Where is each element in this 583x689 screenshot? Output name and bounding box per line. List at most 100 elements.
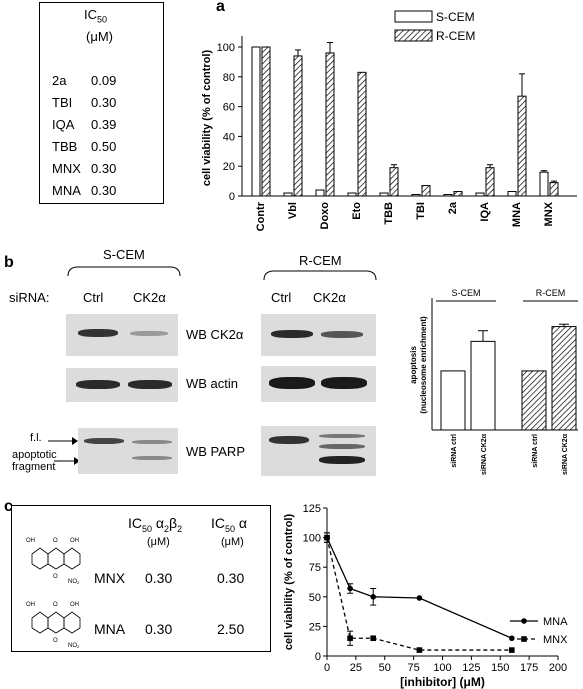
y-tick-label: 40 [223,131,235,143]
x-tick-label: 200 [549,662,567,674]
y-tick-label: 25 [309,621,321,633]
svg-text:O: O [53,538,58,544]
point-mna [509,635,515,642]
wb-ck2-label: WB CK2α [186,327,244,342]
ic50-row-value: 0.09 [91,73,117,88]
group-label: R-CEM [536,288,566,298]
fl-label: f.l. [30,432,42,444]
group-label: S-CEM [452,288,481,298]
bar-r-cem [421,185,431,197]
apoptotic-arrow [54,457,80,465]
bar-r-cem [549,182,559,197]
bar-r-cem [453,191,463,197]
legend-label: S-CEM [436,10,475,24]
bar-s-cem [411,194,421,197]
legend-label: R-CEM [436,29,475,43]
ic50-row-name: IQA [52,117,75,132]
bar-s-cem [347,192,357,197]
point-mna [416,595,423,601]
x-tick-label: siRNA ctrl [451,434,458,468]
bar-r-cem [293,55,303,197]
x-tick-label: 0 [324,662,330,674]
legend-marker [521,618,527,624]
ic50-row-name: MNX [52,161,81,176]
x-tick-label: 50 [379,662,391,674]
bar-s-cem [283,192,293,197]
row-mnx-v1: 0.30 [145,570,173,586]
ic50-row-name: 2a [52,73,67,88]
legend-label: MNA [543,616,568,628]
ic50-table-c: IC50 α2β2 (μM) IC50 α (μM) MNX 0.30 0.30… [11,505,271,652]
bar-r-cem [261,46,271,197]
svg-text:NO2: NO2 [68,643,80,649]
ic50-table-a: IC50 (μM) 2a 0.09 TBI 0.30 IQA 0.39 TBB 0.50 MNX… [39,2,164,204]
x-tick-label: MNX [543,201,555,226]
x-tick-label: TBI [415,202,427,220]
lane-ck2-s: CK2α [133,290,166,305]
legend-marker [521,636,527,642]
row-mna-v1: 0.30 [145,621,173,637]
point-mnx [509,647,515,653]
legend-swatch-s-cem [394,10,433,23]
x-tick-label: TBB [383,202,395,225]
panel-a-label: a [216,0,225,15]
y-tick-label: 0 [229,191,235,203]
x-tick-label: 25 [350,662,362,674]
bar-r-cem [485,167,495,197]
bar-s-cem [315,189,325,197]
r-cem-bracket [263,270,377,281]
y-tick-label: 50 [309,592,321,604]
y-tick-label: 100 [217,42,235,54]
bar-s-cem [443,194,453,197]
point-mnx [370,635,376,642]
x-tick-label: 75 [408,662,420,674]
blot-ck2-r [261,314,376,356]
x-tick-label: 2a [447,201,459,214]
legend-label: MNX [543,634,568,646]
x-tick-label: MNA [511,202,523,227]
svg-text:OH: OH [26,538,35,544]
bar-s-cem [251,46,261,197]
svg-text:NO2: NO2 [68,579,80,585]
y-axis-label-1: apoptosis [409,346,418,384]
row-mnx-v2: 0.30 [217,570,245,586]
y-tick-label: 125 [303,503,321,515]
x-tick-label: 125 [462,662,480,674]
ic50-header: IC50 [84,7,108,25]
legend-swatch-r-cem [394,29,433,42]
svg-text:OH: OH [70,602,79,608]
x-tick-label: Vbl [287,202,299,219]
ic50-row-name: TBI [52,95,73,110]
wb-parp-label: WB PARP [186,444,245,459]
svg-text:OH: OH [26,602,35,608]
bar-r-cem [325,52,335,197]
svg-text:OH: OH [70,538,79,544]
y-tick-label: 100 [303,533,321,545]
ic50-alpha-header: IC50 α [211,515,247,534]
bar-s-cem [475,192,485,197]
y-tick-label: 20 [223,161,235,173]
series-line-mna [326,537,513,639]
ic50-row-name: TBB [52,139,78,154]
row-mnx-name: MNX [94,570,126,586]
apoptosis-bar [551,326,577,431]
x-tick-label: Doxo [319,202,331,230]
mnx-structure-icon: OH O OH O NO2 [26,538,81,585]
bar-r-cem [389,167,399,197]
y-tick-label: 80 [223,72,235,84]
sirna-label: siRNA: [9,290,50,305]
row-mna-name: MNA [94,621,126,637]
ic50-a2b2-header: IC50 α2β2 [128,515,183,534]
point-mnx [416,647,423,653]
ic50-row-value: 0.30 [91,161,117,176]
blot-parp-s [78,428,178,474]
blot-actin-r [261,366,376,402]
y-tick-label: 75 [309,562,321,574]
apoptosis-bar [440,370,466,431]
bar-r-cem [357,71,367,197]
y-tick-label: 60 [223,102,235,114]
s-cem-header: S-CEM [103,247,145,262]
unit-col2: (μM) [221,536,244,548]
svg-text:O: O [53,602,58,608]
wb-actin-label: WB actin [186,376,239,391]
